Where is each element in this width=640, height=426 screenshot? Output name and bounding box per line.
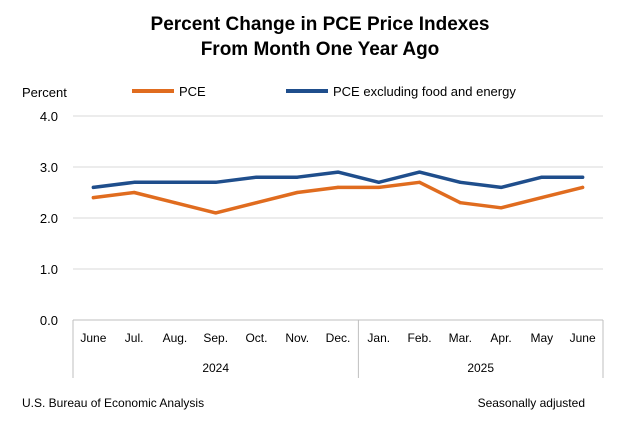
y-tick-label: 1.0 xyxy=(40,262,58,277)
x-tick-label: June xyxy=(570,331,596,345)
data-point xyxy=(254,175,259,179)
data-point xyxy=(377,185,381,189)
data-point xyxy=(214,211,218,215)
data-point xyxy=(132,190,136,195)
year-group-label: 2025 xyxy=(467,361,494,375)
x-tick-label: Sep. xyxy=(203,331,228,345)
year-group-label: 2024 xyxy=(202,361,229,375)
data-point xyxy=(173,201,177,205)
chart-title-line1: Percent Change in PCE Price Indexes xyxy=(150,14,490,35)
y-axis-label: Percent xyxy=(22,85,67,100)
x-tick-label: Oct. xyxy=(245,331,267,345)
data-point xyxy=(377,180,381,184)
x-tick-label: Apr. xyxy=(490,331,511,345)
data-point xyxy=(499,185,503,189)
data-point xyxy=(295,190,299,195)
x-tick-label: Dec. xyxy=(326,331,351,345)
data-point xyxy=(132,180,136,184)
x-tick-label: Jul. xyxy=(125,331,144,345)
data-point xyxy=(91,196,95,200)
legend-label: PCE xyxy=(179,84,206,99)
chart-title: Percent Change in PCE Price Indexes From… xyxy=(0,12,640,62)
y-tick-label: 4.0 xyxy=(40,109,58,124)
data-point xyxy=(91,185,95,189)
data-point xyxy=(581,175,585,179)
data-point xyxy=(458,180,462,184)
chart-title-line2: From Month One Year Ago xyxy=(200,39,440,60)
data-point xyxy=(458,201,462,205)
x-tick-label: Mar. xyxy=(449,331,472,345)
data-point xyxy=(417,180,422,184)
data-point xyxy=(254,201,259,205)
x-tick-label: June xyxy=(80,331,106,345)
x-tick-label: Feb. xyxy=(408,331,432,345)
x-tick-label: May xyxy=(531,331,554,345)
legend-label: PCE excluding food and energy xyxy=(333,84,516,99)
x-tick-label: Jan. xyxy=(367,331,390,345)
data-point xyxy=(173,180,177,184)
data-point xyxy=(336,170,340,174)
data-point xyxy=(295,175,299,179)
data-point xyxy=(417,170,422,174)
x-tick-label: Nov. xyxy=(285,331,309,345)
x-tick-label: Aug. xyxy=(163,331,188,345)
data-point xyxy=(214,180,218,184)
series-line xyxy=(91,170,585,190)
seasonal-note: Seasonally adjusted xyxy=(477,396,585,410)
data-point xyxy=(336,185,340,189)
data-point xyxy=(540,175,544,179)
source-note: U.S. Bureau of Economic Analysis xyxy=(22,396,205,410)
y-tick-label: 0.0 xyxy=(40,313,58,328)
y-tick-label: 2.0 xyxy=(40,211,58,226)
data-point xyxy=(540,196,544,200)
y-tick-label: 3.0 xyxy=(40,160,58,175)
data-point xyxy=(581,185,585,189)
data-point xyxy=(499,206,503,210)
